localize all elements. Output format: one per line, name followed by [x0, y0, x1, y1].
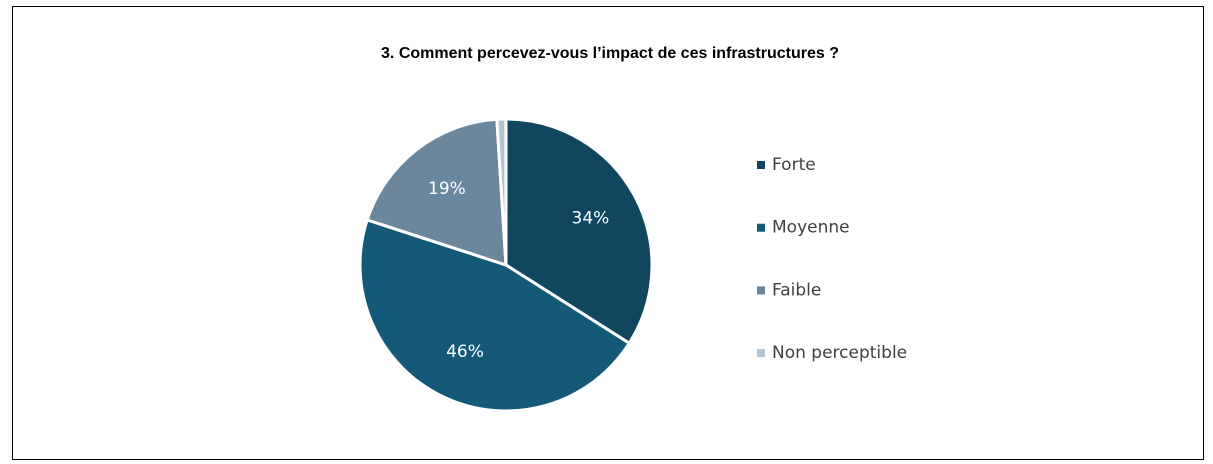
legend-swatch	[757, 349, 765, 358]
legend-label: Forte	[772, 155, 816, 175]
chart-title: 3. Comment percevez-vous l’impact de ces…	[381, 45, 839, 62]
pie-slice	[358, 217, 632, 413]
legend-swatch	[757, 286, 765, 295]
data-label: 34%	[572, 209, 610, 229]
legend-swatch	[757, 161, 765, 169]
pie-slice	[495, 117, 508, 266]
legend-label: Non perceptible	[772, 343, 907, 363]
pie-slice	[365, 117, 508, 268]
legend-label: Moyenne	[772, 218, 850, 238]
legend-label: Faible	[772, 280, 821, 300]
data-label: 46%	[446, 342, 484, 362]
legend-swatch	[757, 223, 765, 232]
data-label: 19%	[428, 179, 466, 199]
